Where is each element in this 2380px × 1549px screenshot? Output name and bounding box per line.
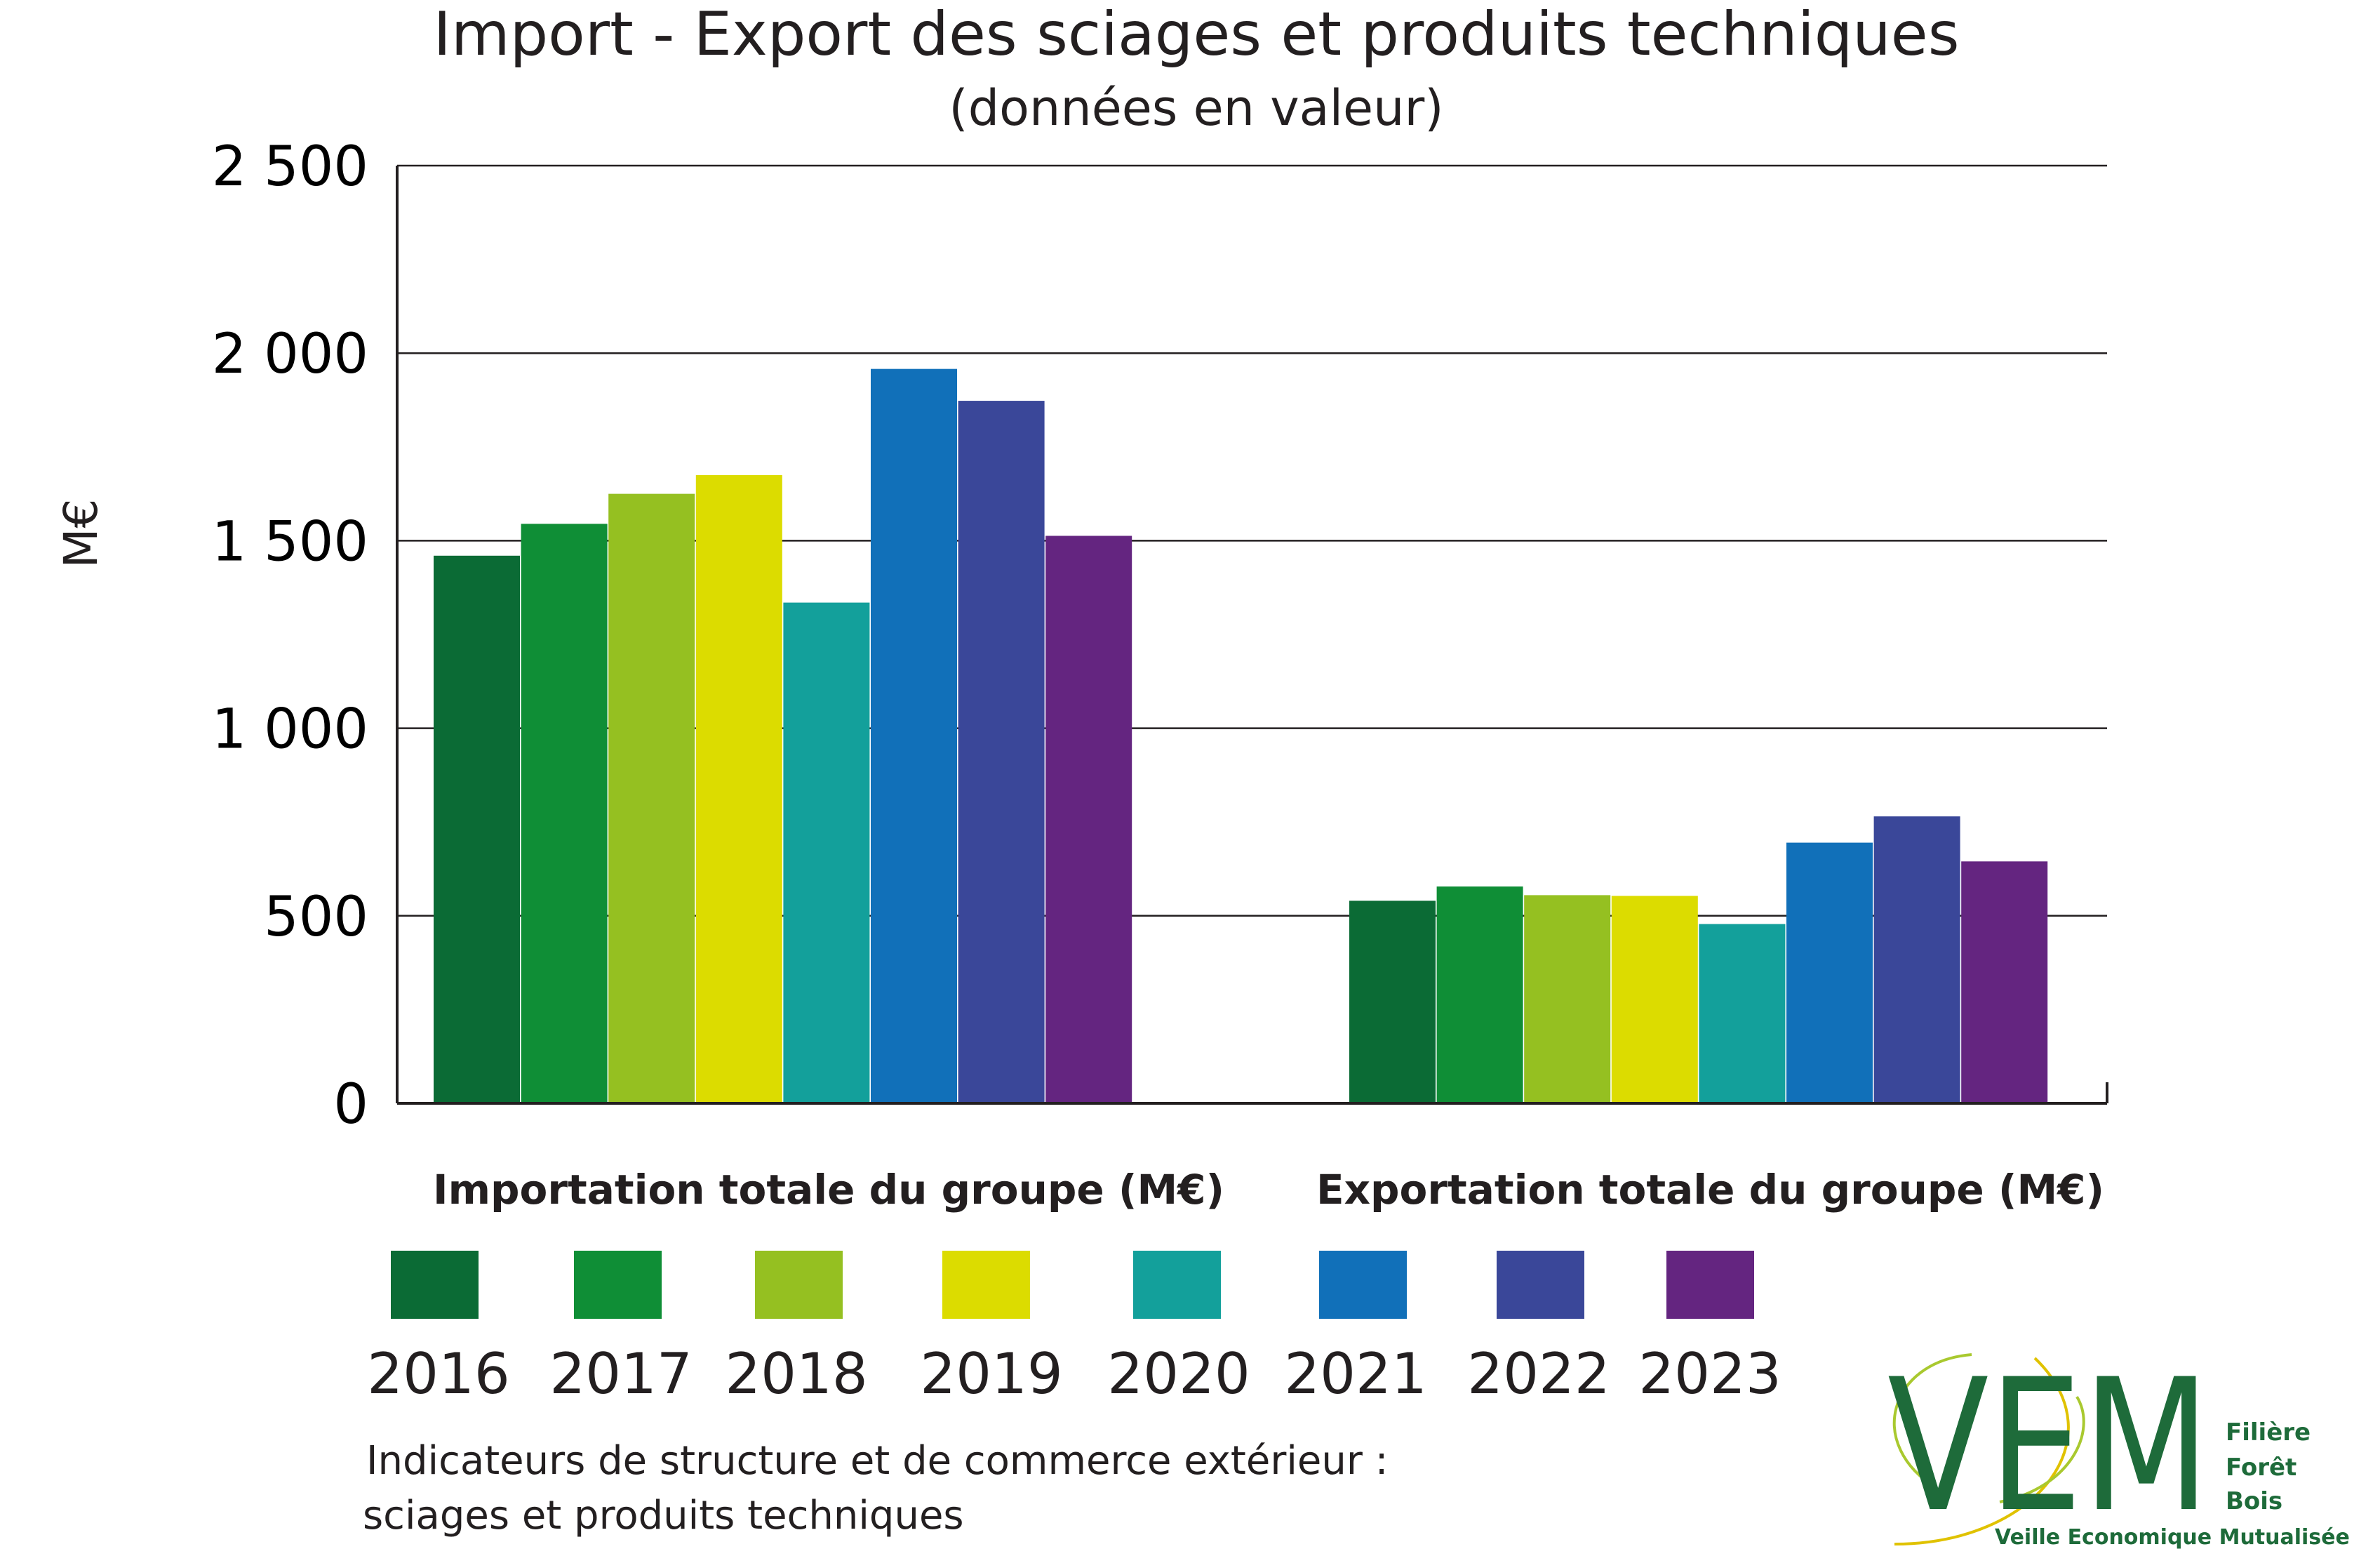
y-tick-label: 500: [264, 886, 368, 949]
bar-2020-import: [783, 602, 870, 1103]
logo-arc-green: [1892, 1353, 1972, 1489]
caption-line-2: sciages et produits techniques: [363, 1493, 964, 1538]
y-tick-label: 1 000: [212, 698, 368, 762]
legend-swatch-2018: [755, 1251, 843, 1319]
axes: [396, 166, 2108, 1105]
legend-swatch-2023: [1666, 1251, 1754, 1319]
legend-swatch-2016: [391, 1251, 479, 1319]
legend-label-2021: 2021: [1284, 1341, 1427, 1407]
logo-arc-lime: [1999, 1395, 2085, 1503]
y-tick-label: 0: [333, 1073, 368, 1136]
category-label: Importation totale du groupe (M€): [433, 1166, 1224, 1214]
bar-2016-import: [434, 555, 520, 1103]
logo-word-filiere: Filière: [2226, 1418, 2311, 1447]
legend-label-2020: 2020: [1107, 1341, 1250, 1407]
bar-2022-export: [1873, 816, 1960, 1103]
legend-label-2022: 2022: [1467, 1341, 1610, 1407]
legend-swatch-2022: [1497, 1251, 1584, 1319]
legend-label-2019: 2019: [920, 1341, 1063, 1407]
bar-2017-export: [1436, 886, 1523, 1103]
y-axis-label: M€: [54, 499, 108, 569]
legend-label-2016: 2016: [367, 1341, 510, 1407]
legend: 2016 2017 2018 2019 2020 2021 2022 2023: [367, 1251, 1781, 1407]
logo-tagline: Veille Economique Mutualisée: [1995, 1525, 2350, 1549]
bar-2018-import: [608, 493, 695, 1103]
bars: [434, 368, 2048, 1103]
legend-label-2023: 2023: [1638, 1341, 1781, 1407]
legend-swatch-2017: [574, 1251, 662, 1319]
caption-line-1: Indicateurs de structure et de commerce …: [366, 1438, 1389, 1484]
legend-swatch-2020: [1133, 1251, 1221, 1319]
bar-2022-import: [958, 401, 1045, 1103]
bar-2021-import: [871, 368, 957, 1103]
bar-2019-import: [695, 474, 782, 1103]
bar-2020-export: [1699, 924, 1786, 1103]
chart-title: Import - Export des sciages et produits …: [433, 0, 1959, 69]
logo-word-foret: Forêt: [2226, 1454, 2297, 1482]
y-tick-label: 2 000: [212, 323, 368, 386]
bar-2018-export: [1524, 895, 1611, 1103]
bar-2017-import: [521, 524, 608, 1103]
category-labels: Importation totale du groupe (M€) Exporta…: [433, 1166, 2104, 1214]
bar-2016-export: [1349, 900, 1436, 1103]
legend-label-2018: 2018: [725, 1341, 868, 1407]
bar-2019-export: [1611, 896, 1698, 1103]
y-tick-label: 1 500: [212, 510, 368, 573]
category-label: Exportation totale du groupe (M€): [1316, 1166, 2104, 1214]
legend-swatch-2019: [942, 1251, 1030, 1319]
legend-swatch-2021: [1319, 1251, 1407, 1319]
logo-word-bois: Bois: [2226, 1487, 2282, 1515]
bar-2023-export: [1961, 861, 2048, 1103]
bar-2021-export: [1786, 842, 1873, 1103]
y-axis-ticks: 0 500 1 000 1 500 2 000 2 500: [212, 135, 368, 1136]
vem-logo: VEM Filière Forêt Bois Veille Economique…: [1887, 1341, 2350, 1549]
chart-subtitle: (données en valeur): [949, 79, 1443, 137]
legend-label-2017: 2017: [549, 1341, 693, 1407]
bar-2023-import: [1045, 536, 1132, 1103]
logo-letters: VEM: [1887, 1341, 2210, 1549]
y-tick-label: 2 500: [212, 135, 368, 199]
